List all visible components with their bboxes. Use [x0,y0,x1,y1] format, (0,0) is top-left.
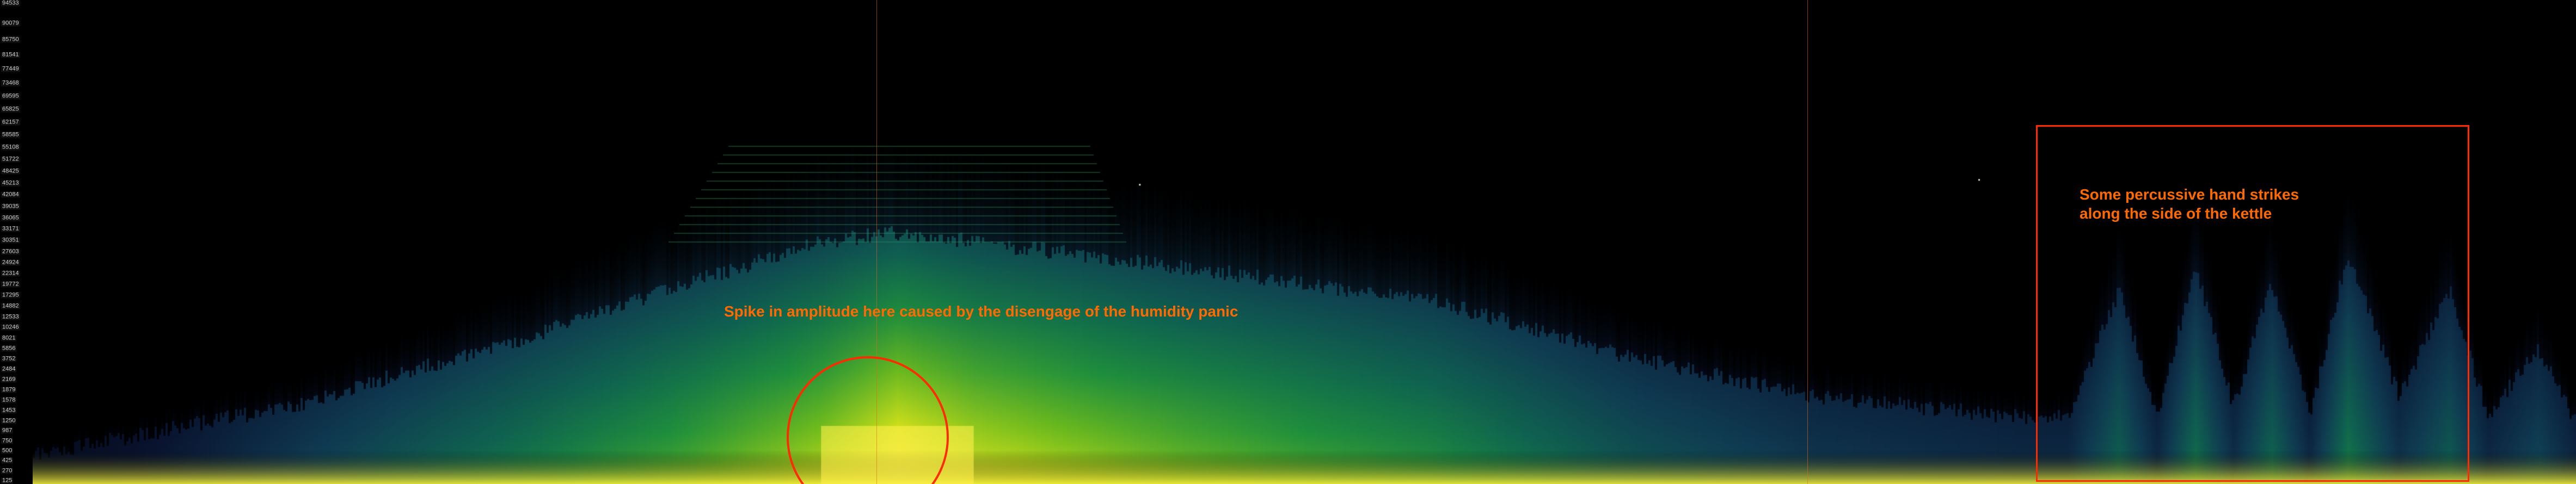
freq-tick: 750 [1,438,13,444]
freq-tick: 24924 [1,259,20,265]
freq-tick: 17295 [1,293,20,299]
freq-tick: 30351 [1,238,20,244]
annotation-percussive-box [2036,125,2469,482]
freq-tick: 2484 [1,367,16,373]
freq-tick: 10246 [1,325,20,331]
freq-tick: 33171 [1,226,20,232]
freq-tick: 125 [1,478,13,484]
freq-tick: 8021 [1,335,16,341]
freq-tick: 65825 [1,107,20,113]
freq-tick: 2169 [1,377,16,383]
freq-tick: 69595 [1,94,20,100]
freq-tick: 27603 [1,249,20,255]
freq-tick: 1453 [1,407,16,413]
freq-tick: 270 [1,468,13,474]
freq-tick: 81541 [1,52,20,58]
freq-tick: 39035 [1,203,20,209]
annotation-spike-text: Spike in amplitude here caused by the di… [724,302,1238,321]
freq-tick: 1578 [1,398,16,404]
freq-tick: 94533 [1,1,20,7]
freq-tick: 5856 [1,345,16,351]
freq-tick: 12533 [1,314,20,320]
freq-tick: 22314 [1,271,20,277]
freq-tick: 1250 [1,418,16,424]
freq-tick: 90079 [1,21,20,27]
freq-tick: 77449 [1,66,20,72]
freq-tick: 62157 [1,119,20,125]
freq-tick: 3752 [1,356,16,362]
freq-tick: 73468 [1,80,20,86]
freq-tick: 1879 [1,387,16,393]
freq-tick: 987 [1,428,13,434]
frequency-axis: 94533 90079 85750 81541 77449 73468 69595 65825… [0,0,33,484]
freq-tick: 36065 [1,215,20,221]
freq-tick: 51722 [1,156,20,162]
freq-tick: 14882 [1,303,20,309]
freq-tick: 425 [1,458,13,464]
freq-tick: 45213 [1,180,20,186]
time-cursor [1807,0,1808,484]
freq-tick: 19772 [1,282,20,288]
freq-tick: 42084 [1,192,20,198]
freq-tick: 55108 [1,144,20,150]
freq-tick: 58585 [1,132,20,138]
freq-tick: 85750 [1,37,20,43]
freq-tick: 500 [1,448,13,454]
freq-tick: 48425 [1,168,20,174]
